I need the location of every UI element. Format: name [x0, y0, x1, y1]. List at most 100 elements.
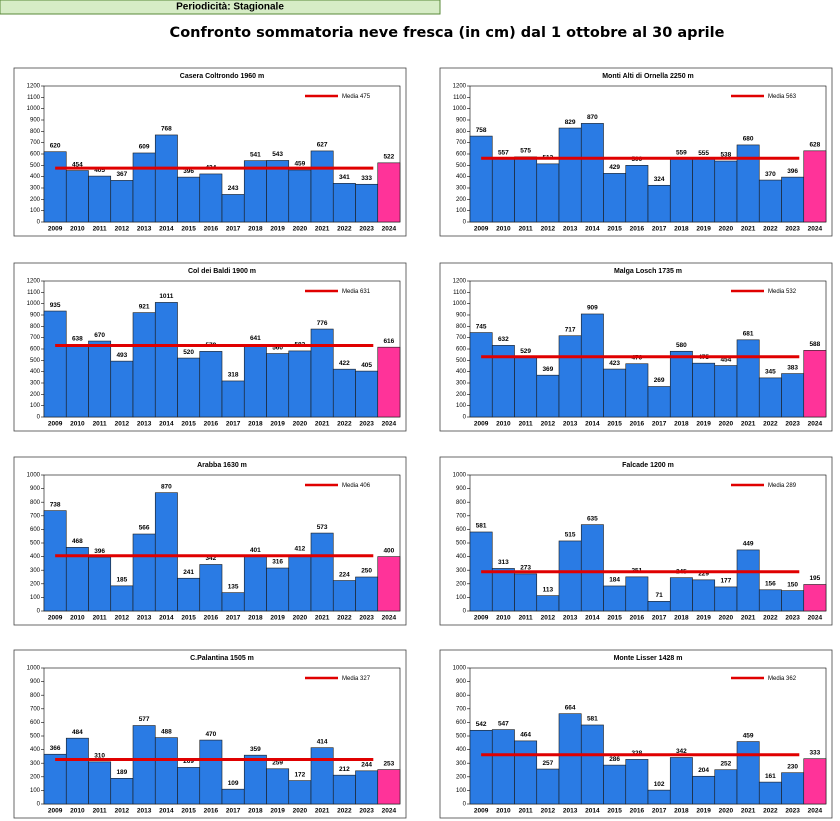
y-tick-label: 0 — [463, 415, 467, 421]
value-label: 367 — [116, 171, 127, 178]
bar — [110, 777, 134, 805]
bar — [88, 340, 112, 418]
chart-title: Monti Alti di Ornella 2250 m — [602, 73, 694, 80]
legend-text: Media 289 — [768, 483, 797, 489]
legend-label: Media — [342, 676, 359, 682]
legend-value: 406 — [360, 483, 371, 489]
y-tick-label: 0 — [37, 609, 41, 615]
x-tick-label: 2016 — [204, 226, 219, 233]
bar — [558, 335, 582, 418]
bar — [669, 577, 693, 612]
bar — [154, 302, 178, 418]
legend-value: 362 — [786, 676, 797, 682]
y-tick-label: 900 — [456, 486, 467, 492]
value-label: 580 — [676, 342, 687, 349]
bar — [714, 586, 738, 612]
x-tick-label: 2012 — [115, 226, 130, 233]
value-label: 185 — [116, 577, 127, 584]
value-label: 664 — [565, 704, 576, 711]
bar — [377, 162, 401, 223]
y-tick-label: 600 — [30, 347, 41, 353]
bar — [536, 595, 560, 612]
bar — [781, 176, 805, 223]
bar — [288, 350, 312, 418]
legend-value: 563 — [786, 94, 797, 100]
x-tick-label: 2012 — [541, 226, 556, 233]
bar — [714, 160, 738, 223]
x-tick-label: 2019 — [696, 808, 711, 815]
value-label: 522 — [383, 154, 394, 161]
value-label: 412 — [294, 546, 305, 553]
y-tick-label: 900 — [30, 486, 41, 492]
value-label: 577 — [139, 716, 150, 723]
value-label: 745 — [476, 323, 487, 330]
x-tick-label: 2011 — [93, 226, 107, 233]
bar — [310, 328, 334, 418]
value-label: 609 — [139, 144, 150, 151]
value-label: 588 — [809, 341, 820, 348]
chart-title: Malga Losch 1735 m — [614, 268, 682, 275]
bar — [758, 589, 782, 612]
value-label: 369 — [542, 366, 553, 373]
x-tick-label: 2021 — [315, 226, 330, 233]
y-tick-label: 400 — [456, 554, 467, 560]
value-label: 204 — [698, 767, 709, 774]
bar — [692, 158, 716, 223]
bar — [177, 176, 201, 223]
x-tick-label: 2016 — [630, 615, 645, 622]
x-tick-label: 2021 — [741, 615, 756, 622]
legend-text: Media 327 — [342, 676, 371, 682]
x-tick-label: 2016 — [630, 808, 645, 815]
bar — [803, 350, 827, 418]
y-tick-label: 1100 — [453, 290, 467, 296]
x-tick-label: 2017 — [652, 808, 667, 815]
y-tick-label: 900 — [456, 679, 467, 685]
bar — [669, 350, 693, 418]
y-tick-label: 900 — [30, 679, 41, 685]
value-label: 342 — [205, 555, 216, 562]
bar — [514, 573, 538, 612]
bar — [625, 165, 649, 223]
bar — [332, 774, 356, 805]
y-tick-label: 900 — [30, 118, 41, 124]
x-tick-label: 2021 — [315, 615, 330, 622]
bar — [736, 144, 760, 223]
x-tick-label: 2019 — [696, 421, 711, 428]
y-tick-label: 600 — [456, 527, 467, 533]
x-tick-label: 2016 — [204, 808, 219, 815]
x-tick-label: 2022 — [763, 808, 778, 815]
value-label: 1011 — [159, 293, 173, 300]
value-label: 172 — [294, 771, 305, 778]
chart-frame — [439, 262, 833, 432]
x-tick-label: 2015 — [607, 421, 622, 428]
x-tick-label: 2023 — [785, 808, 800, 815]
value-label: 829 — [565, 119, 576, 126]
y-tick-label: 1100 — [453, 95, 467, 101]
x-tick-label: 2015 — [181, 615, 196, 622]
y-tick-label: 500 — [30, 163, 41, 169]
bar — [758, 179, 782, 223]
x-tick-label: 2012 — [541, 808, 556, 815]
y-tick-label: 100 — [456, 208, 467, 214]
value-label: 768 — [161, 126, 172, 133]
legend-value: 475 — [360, 94, 371, 100]
value-label: 423 — [609, 360, 620, 367]
y-tick-label: 100 — [30, 595, 41, 601]
value-label: 581 — [476, 523, 487, 530]
value-label: 189 — [116, 769, 127, 776]
chart-frame — [13, 456, 407, 626]
value-label: 359 — [250, 746, 261, 753]
bar — [491, 568, 515, 612]
x-tick-label: 2023 — [785, 226, 800, 233]
value-label: 470 — [205, 731, 216, 738]
x-tick-label: 2019 — [270, 615, 285, 622]
value-label: 935 — [50, 302, 61, 309]
bar — [536, 768, 560, 805]
value-label: 273 — [520, 565, 531, 572]
value-label: 566 — [139, 525, 150, 532]
y-tick-label: 100 — [456, 403, 467, 409]
bar — [714, 769, 738, 805]
x-tick-label: 2022 — [337, 615, 352, 622]
y-tick-label: 1000 — [453, 301, 467, 307]
